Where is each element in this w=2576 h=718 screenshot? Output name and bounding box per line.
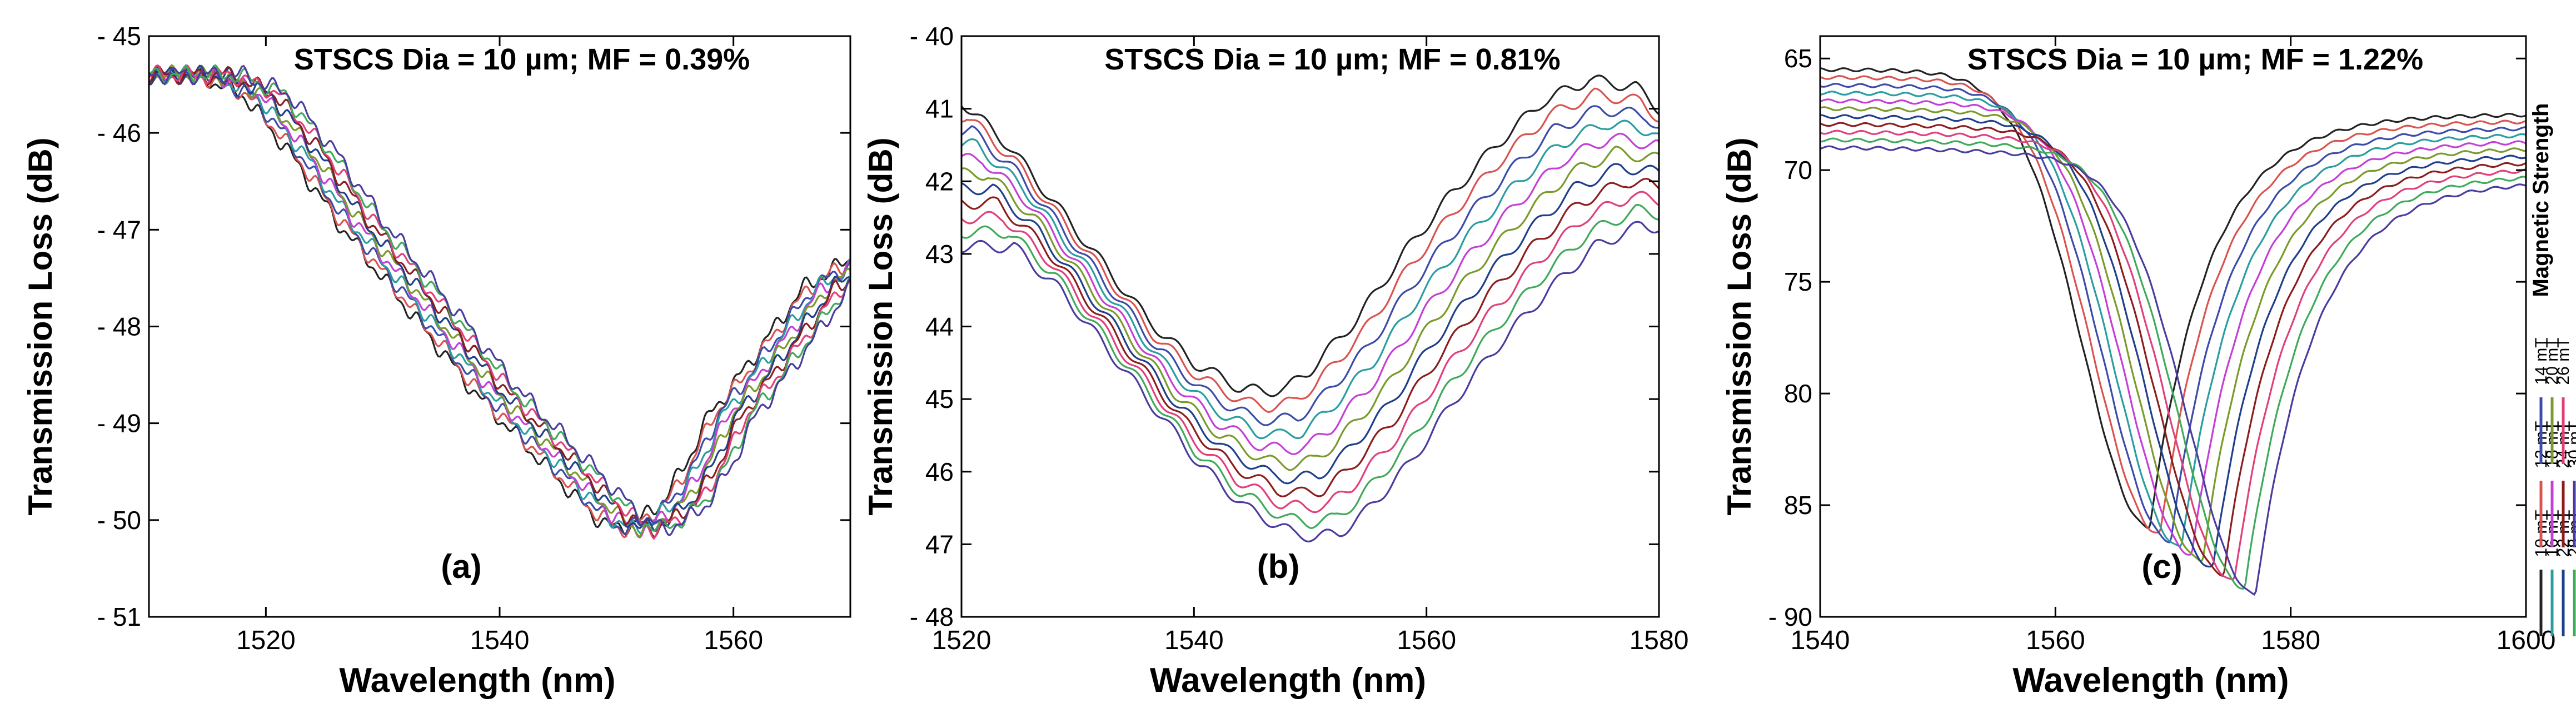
- series-line-28-mT: [961, 204, 1659, 529]
- series-group: [961, 74, 1659, 543]
- legend-label: 30 mT: [2565, 421, 2576, 468]
- y-axis-label: Transmission Loss (dB): [862, 137, 899, 515]
- y-tick-label: 47: [925, 530, 954, 559]
- series-line-10-mT: [961, 74, 1659, 397]
- panel-tag: (a): [441, 548, 481, 585]
- y-tick-label: 70: [1784, 156, 1812, 185]
- y-tick-label: 80: [1784, 379, 1812, 408]
- x-axis-label: Wavelength (nm): [339, 661, 615, 700]
- y-tick-label: 45: [925, 385, 954, 413]
- y-tick-label: 46: [925, 457, 954, 486]
- series-line-22-mT: [961, 163, 1659, 485]
- series-line-20-mT: [961, 146, 1659, 471]
- x-tick-label: 1560: [2026, 626, 2085, 655]
- series-line-30-mT: [149, 64, 850, 536]
- y-tick-label: 41: [925, 94, 954, 123]
- series-line-14-mT: [1820, 83, 2526, 544]
- panel-title: STSCS Dia = 10 µm; MF = 0.81%: [1104, 43, 1560, 76]
- series-line-18-mT: [961, 132, 1659, 455]
- panel-c: 1540 1560 1580 1600 65 70 75 80 85 - 90 STSCS Dia …: [1721, 35, 2556, 700]
- x-tick-label: 1540: [470, 626, 530, 655]
- y-tick-label: 42: [925, 167, 954, 196]
- y-tick-label: - 45: [97, 22, 141, 51]
- x-tick-label: 1560: [1397, 626, 1456, 655]
- panel-b: 1520 1540 1560 1580 - 40 41 42 43 44 45 46 47 - 48 ST…: [862, 22, 1688, 700]
- y-tick-label: 43: [925, 240, 954, 268]
- series-line-12-mT: [149, 64, 850, 538]
- y-tick-label: - 46: [97, 118, 141, 147]
- panel-tag: (b): [1257, 548, 1300, 585]
- series-line-24-mT: [961, 178, 1659, 497]
- series-line-26-mT: [961, 191, 1659, 513]
- series-line-10-mT: [1820, 67, 2526, 530]
- series-line-20-mT: [1820, 106, 2526, 563]
- y-tick-label: - 51: [97, 602, 141, 631]
- series-line-10-mT: [149, 67, 850, 536]
- panel-title: STSCS Dia = 10 µm; MF = 0.39%: [294, 43, 750, 76]
- panel-tag: (c): [2141, 548, 2182, 585]
- x-axis-label: Wavelength (nm): [2012, 661, 2289, 700]
- series-line-20-mT: [149, 64, 850, 538]
- series-line-24-mT: [1820, 122, 2526, 577]
- series-line-30-mT: [961, 221, 1659, 543]
- series-line-18-mT: [149, 66, 850, 539]
- x-tick-label: 1520: [236, 626, 296, 655]
- series-line-14-mT: [961, 105, 1659, 426]
- legend-label: 26 mT: [2554, 337, 2573, 385]
- x-tick-label: 1560: [704, 626, 763, 655]
- plot-frame: [960, 35, 1660, 618]
- panel-title: STSCS Dia = 10 µm; MF = 1.22%: [1967, 43, 2423, 76]
- series-line-12-mT: [961, 87, 1659, 413]
- x-tick-label: 1540: [1164, 626, 1224, 655]
- y-tick-label: - 49: [97, 409, 141, 438]
- series-line-26-mT: [1820, 129, 2526, 581]
- x-tick-label: 1520: [932, 626, 991, 655]
- series-line-28-mT: [1820, 137, 2526, 590]
- x-tick-label: 1600: [2497, 626, 2556, 655]
- series-line-16-mT: [1820, 91, 2526, 548]
- x-tick-label: 1580: [2261, 626, 2320, 655]
- x-tick-label: 1540: [1791, 626, 1850, 655]
- y-tick-label: 75: [1784, 267, 1812, 296]
- y-tick-label: 44: [925, 312, 954, 341]
- series-line-26-mT: [149, 64, 850, 540]
- y-tick-label: 65: [1784, 44, 1812, 73]
- y-axis-label: Transmission Loss (dB): [1721, 137, 1758, 515]
- legend-label: 14 mT: [2532, 337, 2550, 385]
- series-group: [149, 64, 850, 540]
- y-axis-label: Transmission Loss (dB): [22, 137, 59, 515]
- y-tick-label: - 90: [1768, 602, 1812, 631]
- x-axis-label: Wavelength (nm): [1150, 661, 1426, 700]
- panel-a: 1520 1540 1560 - 45 - 46 - 47 - 48 - 49 - 50 - 51…: [22, 22, 851, 700]
- series-line-24-mT: [149, 66, 850, 538]
- series-line-18-mT: [1820, 98, 2526, 556]
- x-tick-label: 1580: [1630, 626, 1689, 655]
- series-line-14-mT: [149, 64, 850, 535]
- plot-frame: [1819, 35, 2527, 618]
- series-group: [1820, 67, 2526, 596]
- legend-label: 20 mT: [2543, 337, 2562, 385]
- series-line-16-mT: [961, 119, 1659, 440]
- series-line-28-mT: [149, 64, 850, 532]
- series-line-16-mT: [149, 66, 850, 534]
- y-tick-label: - 48: [97, 312, 141, 341]
- y-tick-label: - 48: [910, 602, 954, 631]
- y-tick-label: 85: [1784, 491, 1812, 520]
- series-line-30-mT: [1820, 145, 2526, 596]
- y-tick-label: - 40: [910, 22, 954, 51]
- legend-title: Magnetic Strength: [2529, 103, 2553, 297]
- series-line-12-mT: [1820, 74, 2526, 534]
- y-tick-label: - 50: [97, 506, 141, 535]
- y-tick-label: - 47: [97, 215, 141, 244]
- series-line-22-mT: [1820, 114, 2526, 568]
- series-line-22-mT: [149, 64, 850, 532]
- plot-frame: [148, 35, 851, 618]
